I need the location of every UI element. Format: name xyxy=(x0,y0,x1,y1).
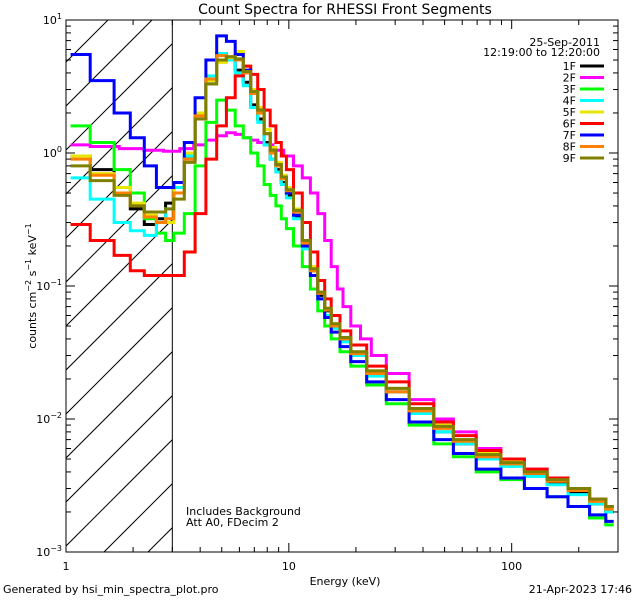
series-line-9F xyxy=(70,55,614,508)
series-line-1F xyxy=(70,52,614,514)
hatch-line xyxy=(66,218,173,327)
y-label-base: counts cm xyxy=(26,292,39,349)
legend-label: 3F xyxy=(563,83,576,96)
x-tick-labels: 1 10 100 xyxy=(63,560,523,573)
annotation-background: Includes Background xyxy=(186,505,301,518)
y-label-mid2: keV xyxy=(26,235,39,259)
legend-label: 9F xyxy=(563,152,576,165)
legend-label: 6F xyxy=(563,118,576,131)
y-tick-label: 101 xyxy=(43,12,62,27)
chart-title: Count Spectra for RHESSI Front Segments xyxy=(198,2,492,18)
y-tick-labels: 101 100 10−1 10−2 10−3 xyxy=(36,12,62,559)
hatch-line xyxy=(66,20,153,107)
series-line-2F xyxy=(70,131,614,508)
series-line-8F xyxy=(70,54,614,511)
date-label: 25-Sep-2011 xyxy=(529,36,600,49)
x-tick-label: 1 xyxy=(63,560,70,573)
legend-label: 2F xyxy=(563,72,576,85)
y-tick-label: 10−2 xyxy=(36,411,62,426)
hatch-line xyxy=(0,20,20,552)
hatch-line xyxy=(236,20,640,552)
y-tick-label: 100 xyxy=(43,145,62,160)
y-tick-label: 10−3 xyxy=(36,544,62,559)
hatch-line xyxy=(66,86,173,195)
hatch-line xyxy=(632,20,640,552)
y-tick-label: 10−1 xyxy=(36,278,62,293)
y-label-exp3: −1 xyxy=(24,223,33,235)
hatch-line xyxy=(103,482,173,552)
footer-generated-by: Generated by hsi_min_spectra_plot.pro xyxy=(3,583,219,596)
series-line-6F xyxy=(70,64,614,508)
series-line-7F xyxy=(70,34,614,523)
x-tick-label: 10 xyxy=(282,560,296,573)
hatch-line xyxy=(66,438,173,547)
series-line-3F xyxy=(70,98,614,527)
x-axis-label: Energy (keV) xyxy=(310,575,381,588)
y-label-exp1: −2 xyxy=(24,280,33,292)
y-label-mid: s xyxy=(26,270,39,279)
time-range-label: 12:19:00 to 12:20:00 xyxy=(483,46,600,59)
axis-ticks xyxy=(65,19,619,553)
hatch-line xyxy=(66,262,173,371)
legend-label: 4F xyxy=(563,95,576,108)
annotation-attenuator: Att A0, FDecim 2 xyxy=(186,516,279,529)
legend-label: 7F xyxy=(563,129,576,142)
y-axis-label: counts cm−2 s−1 keV−1 xyxy=(24,223,39,348)
y-label-exp2: −1 xyxy=(24,259,33,271)
series-line-5F xyxy=(70,50,614,508)
series-lines xyxy=(70,34,614,527)
hatch-line xyxy=(66,42,173,151)
legend-label: 1F xyxy=(563,60,576,73)
footer-timestamp: 21-Apr-2023 17:46 xyxy=(528,583,632,596)
legend-label: 5F xyxy=(563,106,576,119)
legend-label: 8F xyxy=(563,141,576,154)
hatch-line xyxy=(66,394,173,503)
series-line-4F xyxy=(70,52,614,514)
x-tick-label: 100 xyxy=(501,560,522,573)
hatched-region xyxy=(0,20,640,552)
